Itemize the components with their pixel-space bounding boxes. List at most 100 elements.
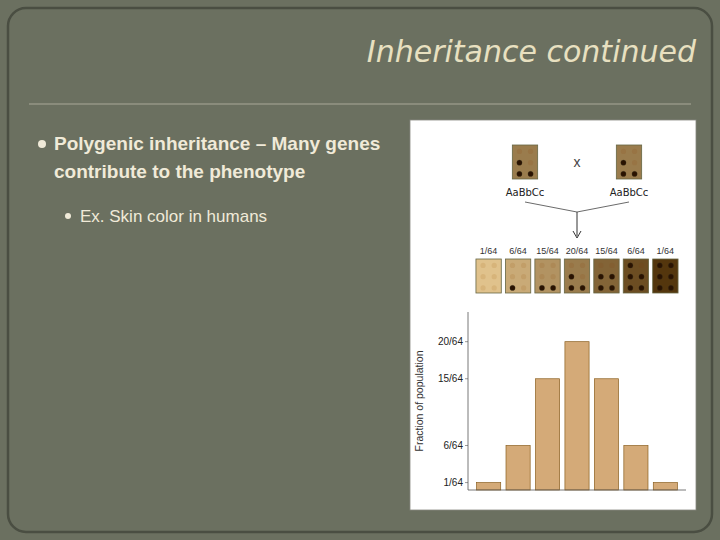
parent-label: AaBbCc (610, 187, 649, 198)
allele-dot (521, 274, 526, 279)
data-label: 15/64 (595, 246, 618, 256)
allele-dot (569, 263, 574, 268)
allele-dot (521, 263, 526, 268)
allele-dot (657, 285, 662, 290)
allele-dot (539, 274, 544, 279)
arrow-shaft (577, 212, 578, 236)
sub-bullet-text: Ex. Skin color in humans (80, 207, 267, 226)
parent-genotype (616, 145, 641, 179)
slide: Inheritance continued Polygenic inheritan… (0, 0, 720, 540)
allele-dot (517, 160, 522, 165)
y-axis-label: Fraction of population (413, 350, 425, 451)
gene-box (535, 259, 560, 293)
bullet (38, 140, 46, 148)
allele-dot (632, 171, 637, 176)
offspring-genotype (653, 259, 678, 293)
offspring-genotype (594, 259, 619, 293)
data-label: 1/64 (657, 246, 675, 256)
allele-dot (668, 285, 673, 290)
allele-dot (639, 263, 644, 268)
allele-dot (569, 274, 574, 279)
allele-dot (517, 149, 522, 154)
allele-dot (480, 285, 485, 290)
sub-bullet (65, 213, 71, 219)
parent-label: AaBbCc (506, 187, 545, 198)
cross-line (577, 202, 629, 212)
allele-dot (480, 263, 485, 268)
bullet-text: contribute to the phenotype (54, 161, 305, 182)
allele-dot (539, 263, 544, 268)
allele-dot (668, 263, 673, 268)
background (0, 0, 720, 540)
allele-dot (621, 149, 626, 154)
allele-dot (528, 160, 533, 165)
gene-box (476, 259, 501, 293)
allele-dot (528, 171, 533, 176)
bar (594, 379, 618, 490)
data-label: 6/64 (509, 246, 527, 256)
allele-dot (521, 285, 526, 290)
allele-dot (539, 285, 544, 290)
allele-dot (621, 160, 626, 165)
y-tick-label: 20/64 (438, 336, 463, 347)
data-label: 15/64 (536, 246, 559, 256)
bar (565, 342, 589, 490)
allele-dot (580, 274, 585, 279)
y-axis (468, 312, 469, 490)
gene-box (623, 259, 648, 293)
y-tick-label: 1/64 (444, 477, 464, 488)
allele-dot (598, 263, 603, 268)
allele-dot (632, 160, 637, 165)
y-tick (465, 341, 468, 342)
allele-dot (639, 285, 644, 290)
bar (477, 483, 501, 490)
divider (29, 104, 691, 105)
allele-dot (598, 285, 603, 290)
gene-box (564, 259, 589, 293)
allele-dot (580, 285, 585, 290)
offspring-genotype (623, 259, 648, 293)
allele-dot (492, 263, 497, 268)
offspring-genotype (505, 259, 530, 293)
image-panel (410, 120, 696, 510)
allele-dot (639, 274, 644, 279)
allele-dot (510, 263, 515, 268)
allele-dot (632, 149, 637, 154)
allele-dot (551, 263, 556, 268)
y-tick-label: 6/64 (444, 440, 464, 451)
bar (624, 446, 648, 491)
allele-dot (492, 285, 497, 290)
data-label: 6/64 (627, 246, 645, 256)
allele-dot (609, 274, 614, 279)
gene-box (653, 259, 678, 293)
x-axis (468, 490, 686, 491)
allele-dot (657, 263, 662, 268)
title: Inheritance continued (367, 34, 697, 69)
gene-box (512, 145, 537, 179)
y-tick-label: 15/64 (438, 373, 463, 384)
allele-dot (598, 274, 603, 279)
arrow-head (573, 231, 581, 238)
offspring-genotype (535, 259, 560, 293)
allele-dot (628, 263, 633, 268)
allele-dot (551, 285, 556, 290)
allele-dot (569, 285, 574, 290)
allele-dot (528, 149, 533, 154)
allele-dot (551, 274, 556, 279)
allele-dot (668, 274, 673, 279)
allele-dot (510, 274, 515, 279)
allele-dot (621, 171, 626, 176)
y-tick (465, 482, 468, 483)
y-tick (465, 445, 468, 446)
gene-box (616, 145, 641, 179)
allele-dot (510, 285, 515, 290)
allele-dot (609, 263, 614, 268)
bar (653, 483, 677, 490)
allele-dot (580, 263, 585, 268)
bullet-text: Polygenic inheritance – Many genes (54, 133, 380, 154)
parent-genotype (512, 145, 537, 179)
allele-dot (628, 274, 633, 279)
offspring-genotype (476, 259, 501, 293)
data-label: 1/64 (480, 246, 498, 256)
allele-dot (609, 285, 614, 290)
